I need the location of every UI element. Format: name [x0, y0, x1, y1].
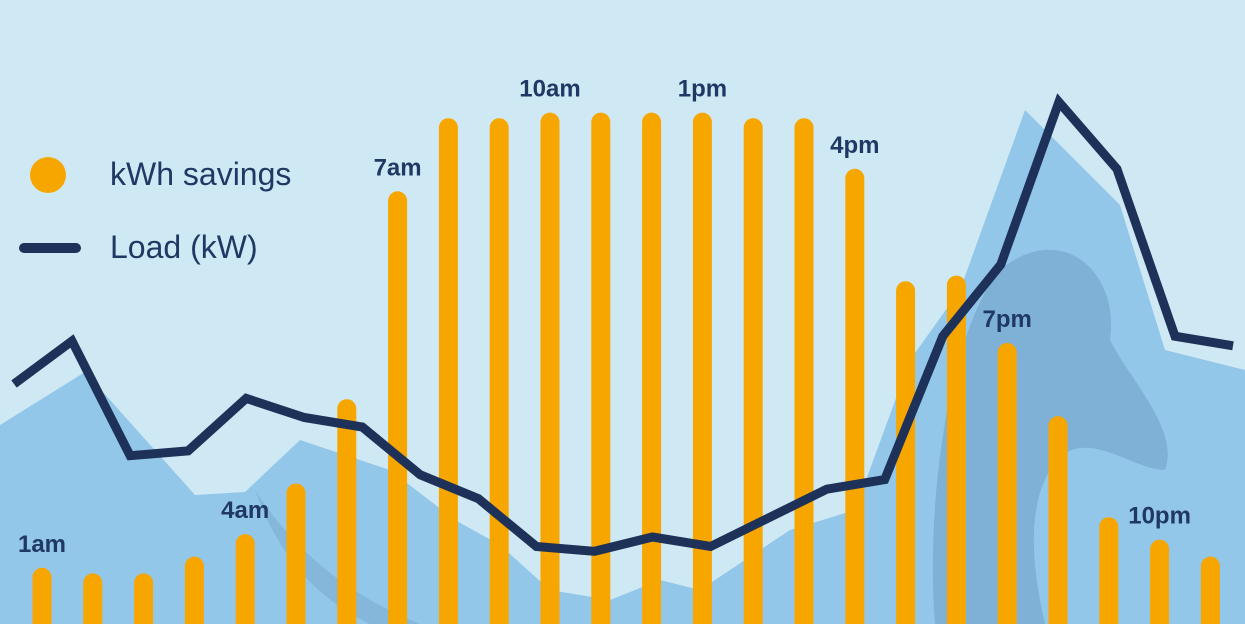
savings-bar	[946, 275, 966, 624]
hour-label: 7am	[374, 154, 422, 181]
hour-label: 4am	[221, 497, 269, 524]
hour-label: 10pm	[1128, 503, 1191, 530]
load-line-layer	[11, 93, 1234, 556]
savings-bar	[489, 118, 509, 624]
hour-label: 10am	[519, 76, 580, 103]
savings-bar	[896, 281, 916, 624]
legend-savings-label: kWh savings	[110, 156, 291, 192]
savings-bar	[1048, 416, 1068, 624]
savings-bar	[1200, 556, 1220, 624]
hour-label: 1pm	[678, 76, 727, 103]
legend: kWh savings Load (kW)	[19, 156, 291, 265]
savings-bar	[32, 567, 52, 624]
savings-bar	[286, 483, 306, 624]
savings-bar	[692, 112, 712, 624]
savings-bar	[794, 118, 814, 624]
hour-labels: 1am 4am 7am 10am 1pm 4pm 7pm 10pm	[18, 76, 1191, 558]
savings-bar	[388, 191, 408, 624]
legend-load-label: Load (kW)	[110, 229, 258, 265]
savings-bar	[235, 534, 255, 624]
load-area	[0, 110, 1245, 624]
savings-bar	[337, 399, 357, 624]
savings-bar	[540, 112, 560, 624]
savings-bar	[845, 168, 865, 624]
savings-bar	[642, 112, 662, 624]
savings-bar	[184, 556, 204, 624]
legend-savings-marker	[30, 157, 66, 193]
load-line	[11, 93, 1234, 556]
hour-label: 1am	[18, 531, 66, 558]
savings-bar	[134, 573, 154, 624]
savings-bar	[1150, 539, 1170, 624]
hour-label: 7pm	[983, 306, 1032, 333]
savings-bar	[997, 343, 1017, 624]
savings-bar	[1099, 517, 1119, 624]
savings-bar	[438, 118, 458, 624]
hour-label: 4pm	[830, 132, 879, 159]
savings-bar	[743, 118, 763, 624]
savings-bar	[591, 112, 611, 624]
savings-bar	[83, 573, 103, 624]
